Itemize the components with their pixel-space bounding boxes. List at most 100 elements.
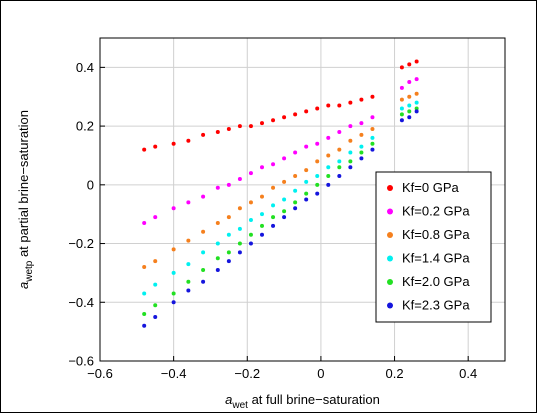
- point: [282, 179, 287, 184]
- point: [399, 85, 404, 90]
- point: [370, 135, 375, 140]
- point: [186, 200, 191, 205]
- point: [293, 206, 298, 211]
- point: [407, 109, 412, 114]
- point: [282, 156, 287, 161]
- point: [237, 226, 242, 231]
- point: [153, 314, 158, 319]
- x-axis-label-sub: wet: [231, 400, 248, 411]
- point: [186, 279, 191, 284]
- point: [271, 223, 276, 228]
- point: [186, 262, 191, 267]
- point: [326, 182, 331, 187]
- point: [315, 174, 320, 179]
- point: [237, 176, 242, 181]
- point: [359, 156, 364, 161]
- point: [226, 259, 231, 264]
- point: [315, 141, 320, 146]
- y-axis-label-symbol: a: [16, 282, 31, 289]
- point: [248, 241, 253, 246]
- point: [186, 238, 191, 243]
- point: [337, 165, 342, 170]
- x-tick-label: 0: [317, 366, 324, 381]
- x-axis-label-text: at full brine−saturation: [248, 392, 380, 407]
- point: [399, 112, 404, 117]
- point: [248, 200, 253, 205]
- legend-marker: [387, 208, 393, 215]
- point: [399, 106, 404, 111]
- point: [215, 256, 220, 261]
- point: [226, 250, 231, 255]
- legend-marker: [387, 255, 393, 262]
- point: [304, 191, 309, 196]
- point: [237, 206, 242, 211]
- point: [315, 159, 320, 164]
- point: [226, 232, 231, 237]
- point: [348, 124, 353, 129]
- point: [359, 121, 364, 126]
- point: [142, 220, 147, 225]
- point: [260, 223, 264, 228]
- point: [282, 197, 287, 202]
- point: [153, 144, 158, 149]
- point: [271, 185, 276, 190]
- point: [399, 65, 404, 70]
- point: [359, 97, 364, 102]
- point: [171, 206, 176, 211]
- point: [315, 191, 320, 196]
- point: [348, 100, 353, 105]
- y-tick-label: 0.2: [76, 119, 94, 134]
- point: [293, 150, 298, 155]
- point: [215, 241, 220, 246]
- x-tick-label: 0.2: [386, 366, 404, 381]
- point: [248, 232, 253, 237]
- point: [304, 197, 309, 202]
- legend-label: Kf=0 GPa: [402, 180, 459, 195]
- point: [293, 174, 298, 179]
- point: [260, 194, 264, 199]
- point: [201, 267, 206, 272]
- legend-label: Kf=2.0 GPa: [402, 274, 470, 289]
- y-tick-label: −0.6: [68, 354, 94, 369]
- point: [359, 144, 364, 149]
- point: [153, 303, 158, 308]
- point: [201, 132, 206, 137]
- point: [186, 288, 191, 293]
- point: [315, 182, 320, 187]
- point: [326, 165, 331, 170]
- point: [142, 147, 147, 152]
- point: [171, 270, 176, 275]
- point: [260, 232, 264, 237]
- y-tick-label: −0.2: [68, 236, 94, 251]
- point: [304, 179, 309, 184]
- point: [370, 94, 375, 99]
- point: [304, 168, 309, 173]
- point: [293, 112, 298, 117]
- point: [215, 267, 220, 272]
- point: [326, 135, 331, 140]
- point: [337, 159, 342, 164]
- point: [326, 153, 331, 158]
- point: [226, 127, 231, 132]
- point: [337, 147, 342, 152]
- point: [201, 250, 206, 255]
- x-tick-label: −0.4: [161, 366, 187, 381]
- legend-box: [375, 171, 492, 323]
- point: [370, 141, 375, 146]
- y-tick-label: 0: [87, 177, 94, 192]
- point: [271, 118, 276, 123]
- point: [414, 109, 419, 114]
- point: [271, 203, 276, 208]
- x-tick-label: −0.6: [87, 366, 113, 381]
- point: [237, 124, 242, 129]
- point: [201, 279, 206, 284]
- legend-marker: [387, 302, 393, 309]
- y-tick-label: −0.4: [68, 295, 94, 310]
- point: [315, 106, 320, 111]
- point: [282, 115, 287, 120]
- point: [171, 247, 176, 252]
- point: [248, 171, 253, 176]
- point: [282, 209, 287, 214]
- point: [282, 215, 287, 220]
